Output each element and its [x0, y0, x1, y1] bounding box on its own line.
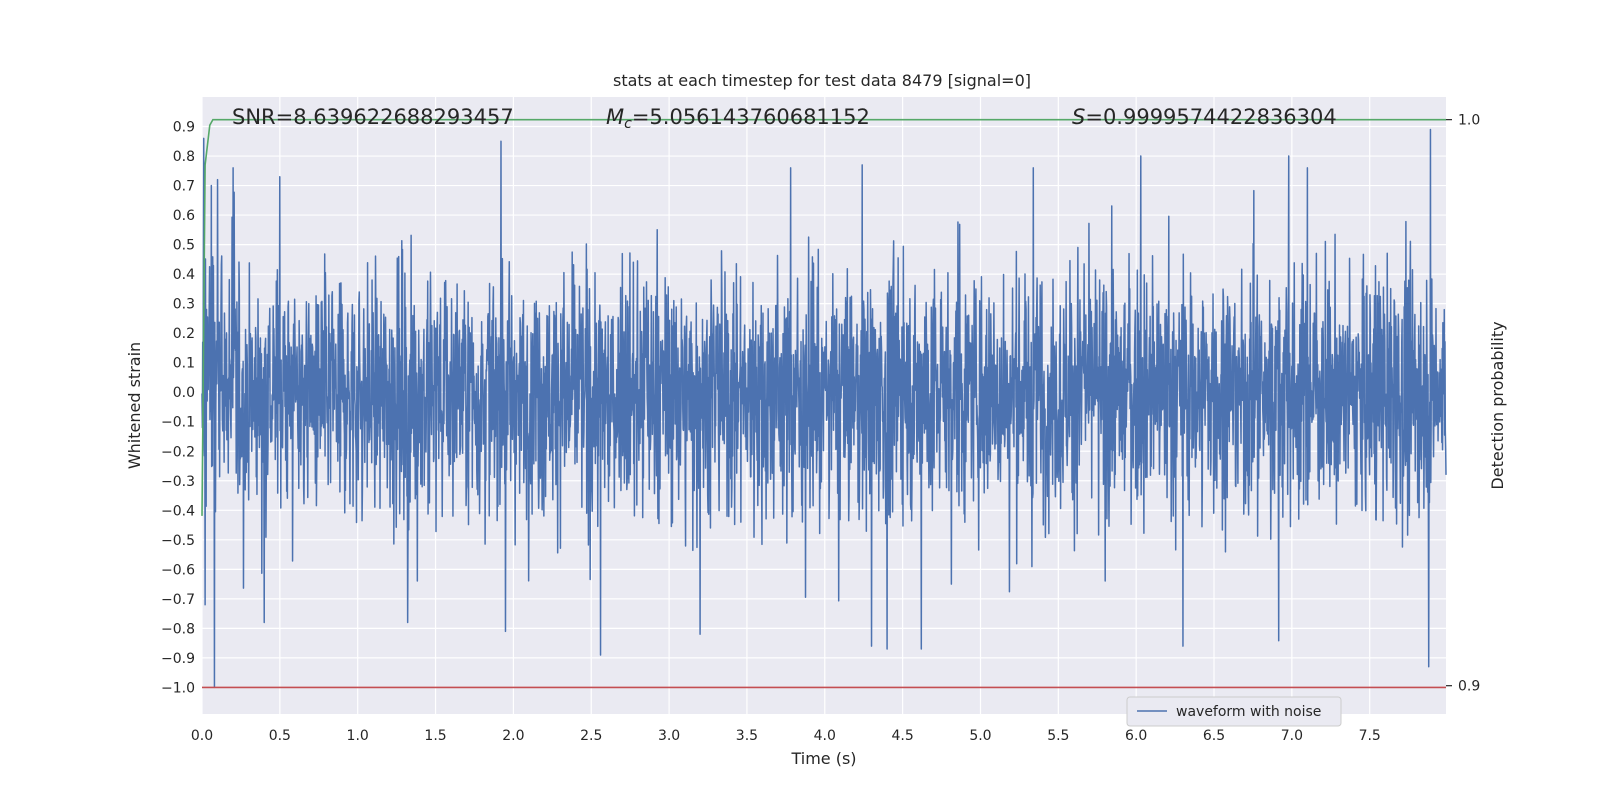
y-tick-label: −0.9: [161, 651, 195, 667]
legend-label: waveform with noise: [1176, 704, 1321, 720]
chirp-mass-annotation-name: M: [606, 105, 624, 129]
x-tick-label: 3.5: [736, 728, 758, 744]
y-tick-label: 0.2: [173, 326, 195, 342]
detection-probability-line: [201, 118, 1446, 516]
snr-annotation-name: SNR: [232, 105, 276, 129]
y-tick-label: −0.8: [161, 621, 195, 637]
x-tick-label: 5.5: [1047, 728, 1069, 744]
y-tick-label: 0.7: [173, 179, 195, 195]
x-tick-label: 5.0: [969, 728, 991, 744]
y-tick-label: −1.0: [161, 680, 195, 696]
chirp-mass-annotation: Mc=5.056143760681152: [606, 105, 870, 132]
series-layer: [201, 118, 1447, 689]
legend-box: [1126, 696, 1342, 727]
y-tick-label: 0.3: [173, 297, 195, 313]
y-tick-label: 0.8: [173, 149, 195, 165]
x-tick-label: 4.0: [814, 728, 836, 744]
y-tick-label: −0.4: [161, 503, 195, 519]
chirp-mass-annotation-subscript: c: [624, 116, 632, 132]
y-tick-label: −0.3: [161, 474, 195, 490]
y2-tick-label: 1.0: [1458, 113, 1480, 129]
x-tick-label: 1.5: [424, 728, 446, 744]
legend: waveform with noise: [1126, 696, 1342, 727]
y2-tick-label: 0.9: [1458, 679, 1480, 695]
x-tick-label: 7.5: [1359, 728, 1381, 744]
y-tick-label: −0.5: [161, 533, 195, 549]
x-tick-label: 1.0: [347, 728, 369, 744]
x-tick-label: 2.0: [502, 728, 524, 744]
chirp-mass-annotation-value: =5.056143760681152: [632, 105, 870, 129]
x-tick-label: 0.0: [191, 728, 213, 744]
y-tick-label: −0.7: [161, 592, 195, 608]
y2-tick-labels: 1.0 0.9: [1446, 113, 1480, 695]
y-tick-label: −0.2: [161, 444, 195, 460]
x-tick-label: 2.5: [580, 728, 602, 744]
x-axis-label: Time (s): [790, 749, 856, 768]
y-tick-label: 0.9: [173, 120, 195, 136]
chart-title: stats at each timestep for test data 847…: [613, 71, 1031, 90]
y-tick-label: 0.6: [173, 208, 195, 224]
x-tick-labels: 0.0 0.5 1.0 1.5 2.0 2.5 3.0 3.5 4.0 4.5 5.0 5.5 6.0 6…: [191, 728, 1381, 744]
x-tick-label: 6.0: [1125, 728, 1147, 744]
score-annotation: S=0.9999574422836304: [1072, 105, 1337, 129]
waveform-with-noise-line: [201, 128, 1447, 689]
score-annotation-value: =0.9999574422836304: [1085, 105, 1336, 129]
x-tick-label: 6.5: [1203, 728, 1225, 744]
score-annotation-name: S: [1072, 105, 1085, 129]
y2-axis-label: Detection probability: [1488, 321, 1507, 489]
y-tick-label: −0.6: [161, 562, 195, 578]
x-tick-label: 4.5: [891, 728, 913, 744]
y-tick-labels: 0.9 0.8 0.7 0.6 0.5 0.4 0.3 0.2 0.1 0.0 −0.1 −0.2 −0…: [161, 120, 195, 697]
y-tick-label: 0.1: [173, 356, 195, 372]
y-tick-label: −0.1: [161, 415, 195, 431]
y-tick-label: 0.0: [173, 385, 195, 401]
y-axis-label: Whitened strain: [125, 342, 144, 469]
x-tick-label: 3.0: [658, 728, 680, 744]
y-tick-label: 0.5: [173, 238, 195, 254]
x-tick-label: 7.0: [1281, 728, 1303, 744]
snr-annotation: SNR=8.639622688293457: [232, 105, 514, 129]
y-tick-label: 0.4: [173, 267, 195, 283]
x-tick-label: 0.5: [269, 728, 291, 744]
snr-annotation-value: =8.639622688293457: [276, 105, 514, 129]
